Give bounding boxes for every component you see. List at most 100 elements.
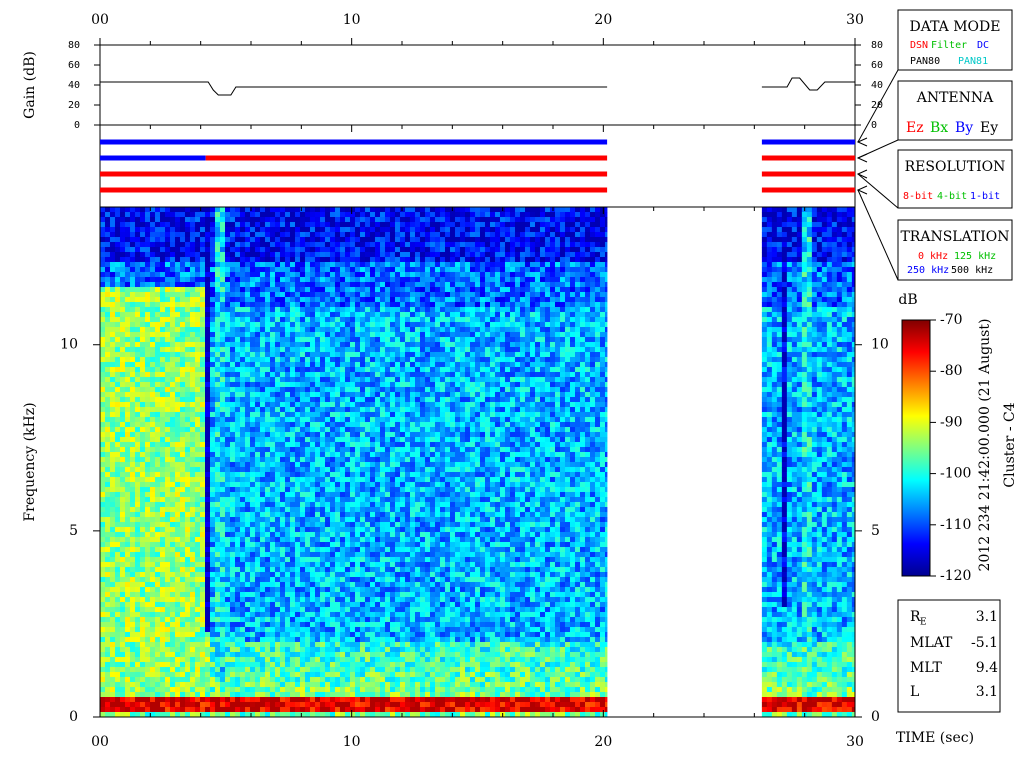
- spectrogram-cell: [235, 562, 241, 568]
- spectrogram-cell: [100, 297, 106, 303]
- spectrogram-cell: [170, 622, 176, 628]
- spectrogram-cell: [340, 657, 346, 663]
- spectrogram-cell: [180, 282, 186, 288]
- spectrogram-cell: [165, 277, 171, 283]
- spectrogram-cell: [280, 387, 286, 393]
- spectrogram-cell: [210, 237, 216, 243]
- spectrogram-cell: [135, 617, 141, 623]
- spectrogram-cell: [120, 292, 126, 298]
- spectrogram-cell: [210, 292, 216, 298]
- spectrogram-cell: [185, 392, 191, 398]
- spectrogram-cell: [150, 492, 156, 498]
- spectrogram-cell: [280, 332, 286, 338]
- spectrogram-cell: [310, 572, 316, 578]
- spectrogram-cell: [175, 337, 181, 343]
- spectrogram-cell: [210, 312, 216, 318]
- spectrogram-cell: [275, 682, 281, 688]
- spectrogram-cell: [280, 567, 286, 573]
- spectrogram-cell: [280, 707, 286, 713]
- spectrogram-cell: [335, 352, 341, 358]
- spectrogram-cell: [230, 712, 236, 718]
- spectrogram-cell: [285, 612, 291, 618]
- spectrogram-cell: [205, 472, 211, 478]
- spectrogram-cell: [230, 302, 236, 308]
- spectrogram-cell: [285, 602, 291, 608]
- spectrogram-cell: [270, 312, 276, 318]
- spectrogram-cell: [110, 482, 116, 488]
- spectrogram-cell: [285, 427, 291, 433]
- spectrogram-cell: [300, 247, 306, 253]
- spectrogram-cell: [320, 347, 326, 353]
- spectrogram-cell: [295, 597, 301, 603]
- spectrogram-cell: [230, 292, 236, 298]
- spectrogram-cell: [110, 512, 116, 518]
- spectrogram-cell: [265, 382, 271, 388]
- spectrogram-cell: [280, 462, 286, 468]
- spectrogram-cell: [195, 602, 201, 608]
- spectrogram-cell: [340, 367, 346, 373]
- spectrogram-cell: [195, 392, 201, 398]
- spectrogram-cell: [300, 712, 306, 718]
- spectrogram-cell: [150, 672, 156, 678]
- spectrogram-cell: [190, 412, 196, 418]
- spectrogram-cell: [330, 382, 336, 388]
- spectrogram-cell: [155, 447, 161, 453]
- spectrogram-cell: [260, 522, 266, 528]
- spectrogram-cell: [185, 607, 191, 613]
- spectrogram-cell: [235, 282, 241, 288]
- spectrogram-cell: [310, 637, 316, 643]
- spectrogram-cell: [110, 422, 116, 428]
- spectrogram-cell: [100, 237, 106, 243]
- spectrogram-cell: [120, 607, 126, 613]
- spectrogram-cell: [235, 312, 241, 318]
- spectrogram-cell: [195, 552, 201, 558]
- spectrogram-cell: [150, 217, 156, 223]
- spectrogram-cell: [225, 587, 231, 593]
- spectrogram-cell: [155, 527, 161, 533]
- spectrogram-cell: [325, 302, 331, 308]
- spectrogram-cell: [135, 232, 141, 238]
- spectrogram-cell: [310, 587, 316, 593]
- spectrogram-cell: [155, 437, 161, 443]
- spectrogram-cell: [265, 597, 271, 603]
- spectrogram-cell: [265, 557, 271, 563]
- spectrogram-cell: [205, 637, 211, 643]
- spectrogram-cell: [210, 402, 216, 408]
- spectrogram-cell: [270, 402, 276, 408]
- spectrogram-cell: [330, 452, 336, 458]
- spectrogram-cell: [105, 597, 111, 603]
- spectrogram-cell: [285, 712, 291, 718]
- spectrogram-cell: [160, 707, 166, 713]
- spectrogram-cell: [245, 537, 251, 543]
- spectrogram-cell: [225, 472, 231, 478]
- spectrogram-cell: [175, 437, 181, 443]
- spectrogram-cell: [190, 322, 196, 328]
- spectrogram-cell: [295, 672, 301, 678]
- spectrogram-cell: [330, 592, 336, 598]
- spectrogram-cell: [210, 387, 216, 393]
- spectrogram-cell: [115, 492, 121, 498]
- spectrogram-cell: [250, 627, 256, 633]
- spectrogram-cell: [285, 497, 291, 503]
- spectrogram-cell: [325, 572, 331, 578]
- spectrogram-cell: [330, 587, 336, 593]
- spectrogram-cell: [115, 282, 121, 288]
- spectrogram-cell: [265, 537, 271, 543]
- spectrogram-cell: [105, 342, 111, 348]
- spectrogram-cell: [100, 412, 106, 418]
- spectrogram-cell: [105, 267, 111, 273]
- spectrogram-cell: [230, 467, 236, 473]
- spectrogram-cell: [190, 707, 196, 713]
- spectrogram-cell: [215, 357, 221, 363]
- spectrogram-cell: [260, 417, 266, 423]
- spectrogram-cell: [100, 292, 106, 298]
- spectrogram-cell: [185, 622, 191, 628]
- spectrogram-cell: [145, 632, 151, 638]
- spectrogram-cell: [240, 437, 246, 443]
- spectrogram-cell: [160, 362, 166, 368]
- spectrogram-cell: [180, 492, 186, 498]
- spectrogram-cell: [125, 512, 131, 518]
- spectrogram-cell: [320, 677, 326, 683]
- spectrogram-cell: [230, 547, 236, 553]
- spectrogram-cell: [255, 592, 261, 598]
